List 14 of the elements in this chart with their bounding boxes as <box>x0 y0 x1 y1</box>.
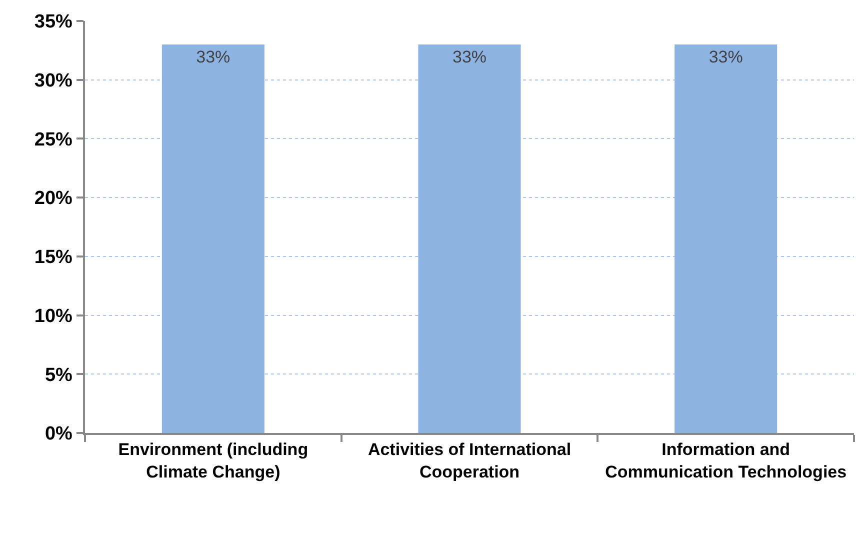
data-label: 33% <box>196 48 230 67</box>
x-tick-label: Environment (including Climate Change) <box>118 440 308 482</box>
y-tick-label: 35% <box>34 12 73 33</box>
x-tick-label: Information and Communication Technologies <box>605 440 847 482</box>
y-tick-label: 5% <box>44 364 73 386</box>
y-tick-label: 15% <box>34 247 73 268</box>
y-tick-label: 20% <box>34 188 73 210</box>
y-tick-label: 25% <box>34 129 73 150</box>
data-label: 33% <box>452 48 487 67</box>
y-tick-label: 0% <box>44 424 73 445</box>
y-tick-label: 10% <box>34 306 73 327</box>
x-tick-label: Activities of International Cooperation <box>368 440 572 482</box>
y-tick-label: 30% <box>34 70 73 92</box>
data-label: 33% <box>708 48 743 67</box>
